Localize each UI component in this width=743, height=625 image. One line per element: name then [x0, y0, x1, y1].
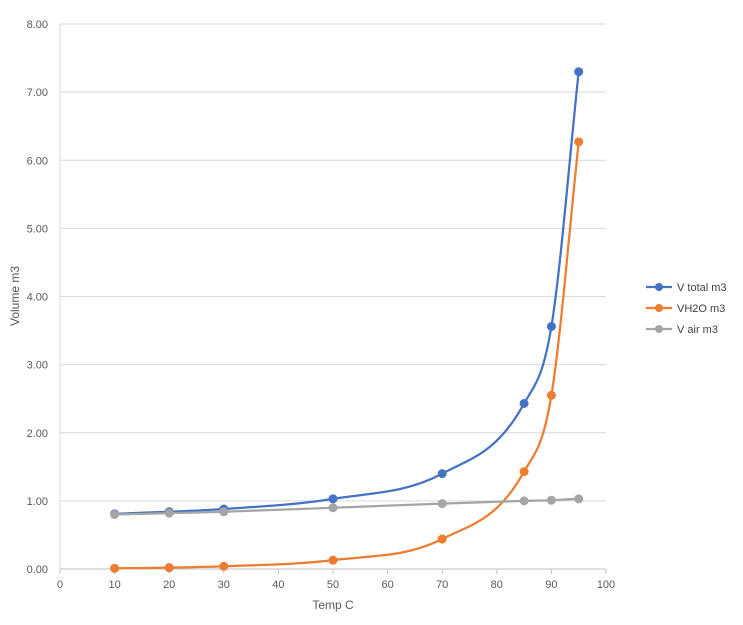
data-point [574, 137, 584, 147]
data-point [574, 494, 584, 504]
data-point [546, 390, 556, 400]
legend-item: V total m3 [646, 282, 727, 294]
x-tick-label: 20 [163, 579, 175, 591]
x-tick-label: 60 [381, 579, 393, 591]
legend-swatch-marker [655, 304, 663, 312]
x-tick-label: 70 [436, 579, 448, 591]
legend: V total m3 VH2O m3 V air m3 [646, 282, 727, 336]
series-1 [110, 67, 584, 519]
x-tick-label: 80 [491, 579, 503, 591]
data-point [219, 561, 229, 571]
data-point [328, 555, 338, 565]
y-tick-labels: 0.00 1.00 2.00 3.00 4.00 5.00 6.00 7.00 8.00 [27, 19, 48, 576]
x-tick-label: 0 [57, 579, 63, 591]
data-point [164, 508, 174, 518]
legend-swatch-marker [655, 325, 663, 333]
data-point [164, 563, 174, 573]
y-tick-label: 6.00 [27, 155, 48, 167]
data-point [219, 507, 229, 517]
y-tick-label: 4.00 [27, 292, 48, 304]
x-axis-title: Temp C [312, 598, 354, 612]
series-line [113, 70, 580, 515]
data-point [328, 503, 338, 513]
series-3 [110, 494, 584, 519]
data-point [519, 398, 529, 408]
y-tick-label: 5.00 [27, 223, 48, 235]
series-line [113, 497, 580, 516]
x-tick-label: 40 [272, 579, 284, 591]
y-tick-label: 7.00 [27, 87, 48, 99]
data-point [519, 467, 529, 477]
data-point [437, 534, 447, 544]
data-point [437, 499, 447, 509]
y-tick-label: 1.00 [27, 496, 48, 508]
data-point [110, 510, 120, 519]
data-point [519, 496, 529, 506]
x-tick-label: 100 [597, 579, 615, 591]
y-tick-label: 3.00 [27, 360, 48, 372]
legend-item: VH2O m3 [646, 303, 725, 315]
y-axis-title: Volume m3 [8, 266, 22, 326]
data-point [546, 321, 556, 331]
legend-swatch-marker [655, 283, 663, 291]
data-point [437, 469, 447, 479]
x-tick-labels: 0 10 20 30 40 50 60 70 80 90 100 [57, 579, 615, 591]
x-tick-label: 10 [108, 579, 120, 591]
legend-label: VH2O m3 [677, 303, 725, 315]
series-lines [110, 67, 584, 573]
grid-lines [60, 23, 606, 502]
x-tick-label: 50 [327, 579, 339, 591]
legend-label: V air m3 [677, 324, 718, 336]
x-tick-label: 30 [218, 579, 230, 591]
legend-item: V air m3 [646, 324, 718, 336]
legend-label: V total m3 [677, 282, 727, 294]
data-point [110, 563, 120, 573]
data-point [546, 495, 556, 505]
data-point [574, 67, 584, 77]
data-point [328, 494, 338, 504]
y-tick-label: 0.00 [27, 564, 48, 576]
axes [59, 24, 607, 574]
y-tick-label: 8.00 [27, 19, 48, 31]
y-tick-label: 2.00 [27, 428, 48, 440]
series-2 [110, 137, 584, 573]
x-tick-label: 90 [545, 579, 557, 591]
series-line [113, 140, 580, 570]
